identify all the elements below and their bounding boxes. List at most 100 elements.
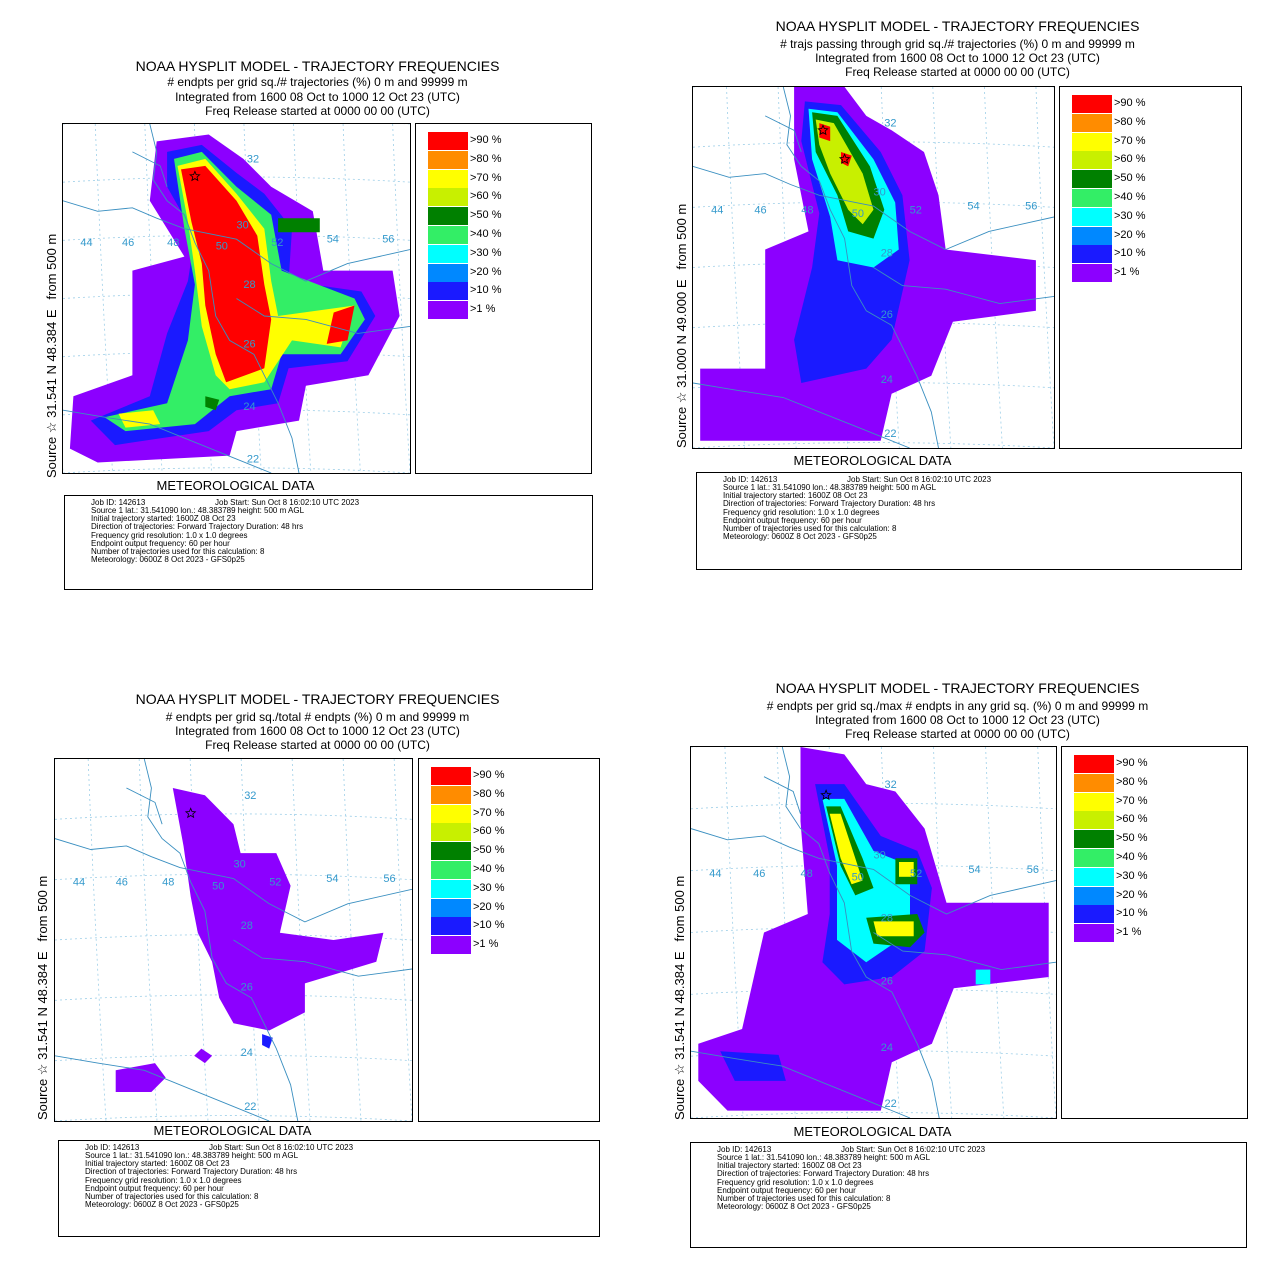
latitude-label: 26 [243,338,255,350]
map-canvas: 44 46 48 50 52 54 56 32 30 28 26 24 22 [55,759,412,1121]
longitude-label: 48 [167,237,179,249]
legend-swatch [1074,792,1114,811]
longitude-label: 56 [1025,201,1037,213]
contours [698,747,1049,1111]
trajectory-count: Number of trajectories used for this cal… [723,524,897,533]
longitude-label: 56 [383,873,395,885]
legend-swatch [428,188,468,207]
frequency-contour [172,788,384,1031]
frequency-contour [815,119,874,225]
legend-label: >50 % [1114,172,1146,185]
legend-swatch [431,767,471,785]
job-start: Job Start: Sun Oct 8 16:02:10 UTC 2023 [209,1143,354,1152]
grid-labels: 44 46 48 50 52 54 56 32 30 28 26 24 22 [80,153,394,465]
color-legend: >90 % >80 % >70 % >60 % >50 % >40 % >30 % >20 %… [1061,746,1248,1119]
coastlines [63,124,410,473]
meteorological-data-label: METEOROLOGICAL DATA [153,1123,312,1138]
source-star-icon [184,807,197,819]
latitude-label: 22 [884,428,896,440]
legend-swatch [431,785,471,804]
meteorological-data-label: METEOROLOGICAL DATA [793,453,952,468]
source-star-icon [817,124,829,136]
frequency-map[interactable]: 44 46 48 50 52 54 56 32 30 28 26 24 22 [62,123,411,474]
legend-label: >40 % [473,863,505,875]
source-star-icon [820,789,832,801]
frequency-contour [115,1063,166,1092]
map-canvas: 44 46 48 50 52 54 56 32 30 28 26 24 22 [693,87,1054,448]
frequency-contour [899,862,914,877]
legend-swatch [431,861,471,879]
legend-swatch [1072,226,1112,245]
panel-title: NOAA HYSPLIT MODEL - TRAJECTORY FREQUENC… [775,680,1140,696]
frequency-map[interactable]: 44 46 48 50 52 54 56 32 30 28 26 24 22 [692,86,1055,449]
frequency-map[interactable]: 44 46 48 50 52 54 56 32 30 28 26 24 22 [54,758,413,1122]
initial-trajectory: Initial trajectory started: 1600Z 08 Oct… [717,1161,862,1171]
panel-endpts-total: NOAA HYSPLIT MODEL - TRAJECTORY FREQUENC… [0,640,640,1280]
longitude-label: 54 [326,873,338,885]
job-id: Job ID: 142613 [85,1143,140,1152]
longitude-label: 52 [269,877,281,889]
legend-swatch [1072,207,1112,226]
map-canvas: 44 46 48 50 52 54 56 32 30 28 26 24 22 [63,124,410,473]
legend-swatch [1074,886,1114,905]
job-start: Job Start: Sun Oct 8 16:02:10 UTC 2023 [215,498,360,507]
longitude-label: 48 [801,204,813,216]
trajectory-count: Number of trajectories used for this cal… [85,1192,259,1201]
longitude-label: 54 [967,201,979,213]
trajectory-direction: Direction of trajectories: Forward Traje… [91,522,304,532]
source-line: Source 1 lat.: 31.541090 lon.: 48.383789… [717,1153,931,1162]
legend-swatch [1074,905,1114,924]
legend-label: >40 % [1116,851,1148,863]
legend-label: >10 % [470,284,502,297]
legend-label: >70 % [473,806,505,819]
longitude-label: 44 [711,204,723,216]
legend-label: >60 % [470,190,502,203]
legend-label: >10 % [1114,247,1146,260]
legend-label: >1 % [1116,926,1142,939]
latitude-label: 28 [881,912,893,924]
source-location-label: Source ☆ 31.541 N 48.384 Efrom 500 m [44,233,59,478]
panel-title: NOAA HYSPLIT MODEL - TRAJECTORY FREQUENC… [135,58,500,74]
latitude-label: 24 [881,1042,893,1054]
trajectory-count: Number of trajectories used for this cal… [717,1194,891,1203]
legend-label: >30 % [470,246,502,259]
legend-swatch [1072,264,1112,283]
longitude-label: 44 [73,877,85,889]
job-start: Job Start: Sun Oct 8 16:02:10 UTC 2023 [841,1145,986,1154]
latitude-label: 32 [885,779,897,791]
trajectory-direction: Direction of trajectories: Forward Traje… [85,1167,298,1177]
longitude-label: 52 [271,237,283,249]
legend-swatch [1074,811,1114,830]
source-star-icon [838,153,851,165]
panel-integrated-range: Integrated from 1600 08 Oct to 1000 12 O… [175,724,460,738]
legend-label: >10 % [1116,907,1148,920]
legend-swatch [1072,151,1112,170]
legend-label: >60 % [1116,813,1148,826]
latitude-label: 26 [881,309,893,321]
frequency-contour [205,396,220,411]
longitude-label: 48 [162,877,174,889]
frequency-map[interactable]: 44 46 48 50 52 54 56 32 30 28 26 24 22 [690,746,1057,1119]
legend-label: >90 % [1116,757,1148,769]
legend-label: >90 % [470,134,502,146]
latitude-label: 32 [247,153,259,165]
meteorological-data-label: METEOROLOGICAL DATA [156,478,315,493]
legend-label: >70 % [1114,134,1146,147]
color-legend: >90 % >80 % >70 % >60 % >50 % >40 % >30 % >20 %… [418,758,600,1122]
longitude-label: 46 [754,204,766,216]
longitude-label: 52 [910,204,922,216]
map-canvas: 44 46 48 50 52 54 56 32 30 28 26 24 22 [691,747,1056,1118]
legend-label: >90 % [473,769,505,781]
latitude-label: 28 [241,920,253,932]
trajectory-direction: Direction of trajectories: Forward Traje… [723,499,936,509]
contours [69,134,400,463]
panel-release-time: Freq Release started at 0000 00 00 (UTC) [205,104,430,118]
legend-swatch [431,879,471,898]
legend-label: >20 % [470,265,502,278]
legend-swatch [1072,132,1112,151]
coastlines [693,87,1054,448]
job-id: Job ID: 142613 [91,498,146,507]
meteorology-source: Meteorology: 0600Z 8 Oct 2023 - GFS0p25 [717,1202,871,1212]
legend-swatch [428,150,468,169]
job-start: Job Start: Sun Oct 8 16:02:10 UTC 2023 [847,475,992,484]
